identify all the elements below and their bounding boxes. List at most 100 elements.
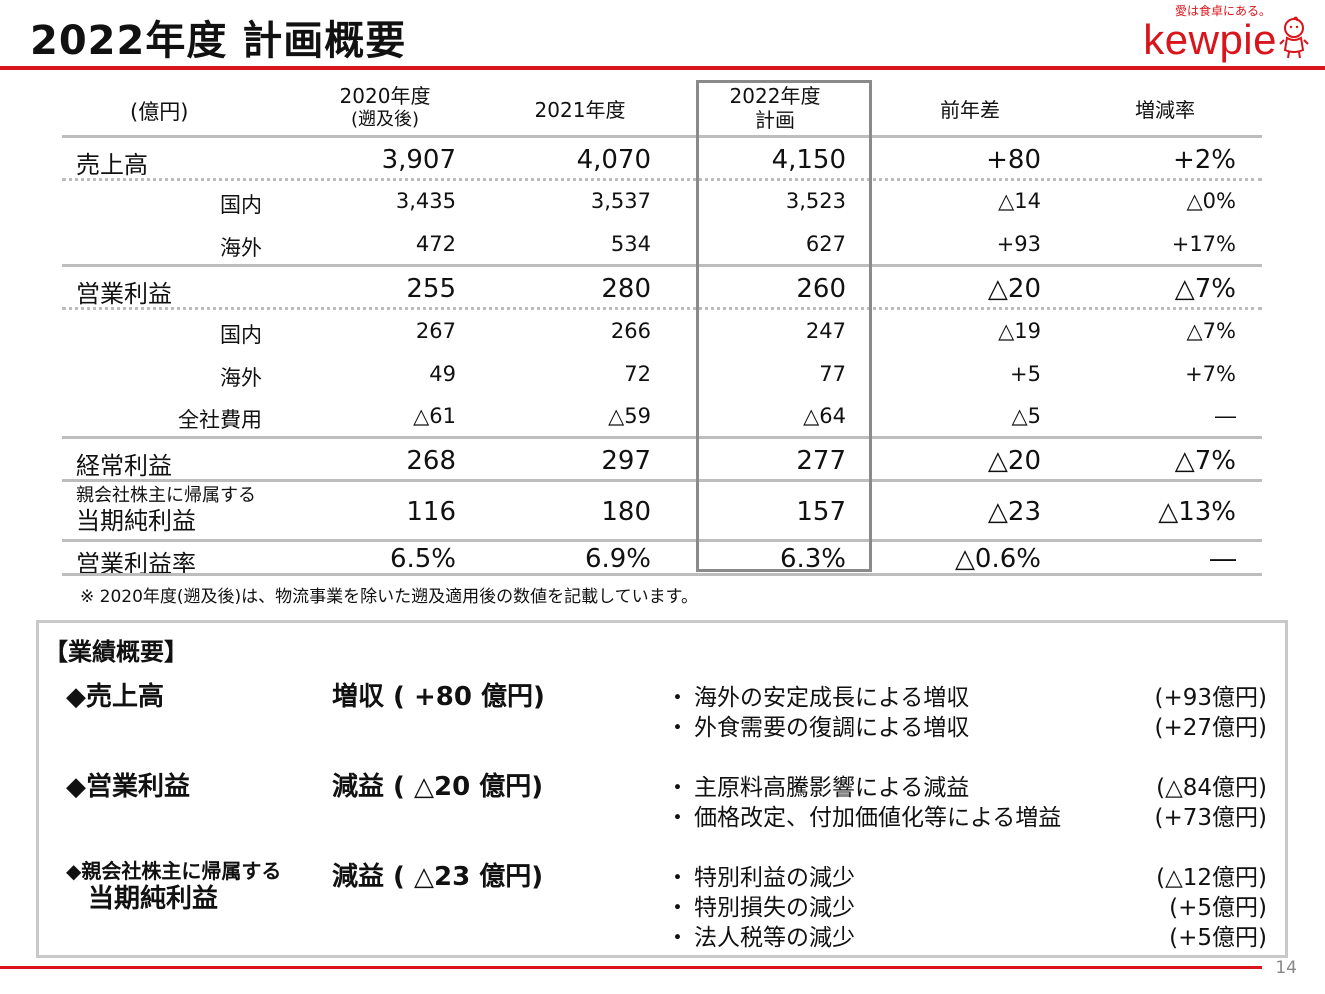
table-cell: 3,435 bbox=[395, 189, 456, 213]
table-cell: 6.9% bbox=[584, 544, 651, 574]
table-cell: 72 bbox=[624, 362, 651, 386]
summary-result-operating-profit: 減益 ( △20 億円) bbox=[332, 772, 544, 802]
table-cell: 268 bbox=[406, 446, 456, 476]
bottom-accent-rule bbox=[0, 966, 1262, 969]
list-item-amount: (△84億円) bbox=[1156, 775, 1267, 801]
list-item: ・法人税等の減少 bbox=[666, 925, 855, 951]
table-cell: 3,537 bbox=[590, 189, 651, 213]
table-cell: △64 bbox=[803, 404, 846, 428]
table-cell: △14 bbox=[998, 189, 1041, 213]
summary-item-net-income: ◆親会社株主に帰属する 当期純利益 bbox=[66, 859, 282, 914]
table-cell: 157 bbox=[796, 497, 846, 527]
table-cell: △20 bbox=[987, 274, 1041, 304]
table-cell: 267 bbox=[415, 319, 456, 343]
unit-label: (億円) bbox=[130, 100, 189, 124]
table-cell: 260 bbox=[796, 274, 846, 304]
col-header-yoy-diff: 前年差 bbox=[940, 98, 1000, 122]
table-rule bbox=[62, 135, 1262, 138]
table-rule bbox=[62, 436, 1262, 439]
list-item-amount: (+93億円) bbox=[1154, 685, 1267, 711]
table-rule bbox=[62, 539, 1262, 542]
table-cell: △61 bbox=[413, 404, 456, 428]
row-label-domestic: 国内 bbox=[220, 323, 262, 347]
list-item-amount: (+27億円) bbox=[1154, 715, 1267, 741]
page-number: 14 bbox=[1275, 958, 1297, 978]
summary-result-sales: 増収 ( +80 億円) bbox=[332, 682, 545, 712]
table-cell: △7% bbox=[1186, 319, 1236, 343]
summary-heading: 【業績概要】 bbox=[44, 638, 188, 666]
table-cell: △0% bbox=[1186, 189, 1236, 213]
table-cell: △23 bbox=[987, 497, 1041, 527]
table-cell: △7% bbox=[1174, 446, 1236, 476]
table-cell: +5 bbox=[1010, 362, 1041, 386]
row-label-net-income: 親会社株主に帰属する 当期純利益 bbox=[76, 485, 256, 535]
table-cell: +80 bbox=[986, 145, 1041, 175]
row-label-sales: 売上高 bbox=[76, 151, 148, 179]
table-cell: +7% bbox=[1185, 362, 1236, 386]
row-label-ordinary-profit: 経常利益 bbox=[76, 452, 172, 480]
table-cell: 534 bbox=[610, 232, 651, 256]
table-cell: 627 bbox=[805, 232, 846, 256]
col-header-2022-plan: 2022年度 計画 bbox=[729, 84, 821, 132]
table-cell: 297 bbox=[601, 446, 651, 476]
kewpie-doll-icon bbox=[1279, 16, 1309, 59]
table-cell: 247 bbox=[805, 319, 846, 343]
list-item-amount: (+5億円) bbox=[1169, 925, 1267, 951]
list-item: ・価格改定、付加価値化等による増益 bbox=[666, 805, 1062, 831]
plan-column-highlight bbox=[696, 80, 872, 572]
table-cell: 472 bbox=[415, 232, 456, 256]
row-label-corporate-expense: 全社費用 bbox=[178, 408, 262, 432]
table-cell: 280 bbox=[601, 274, 651, 304]
row-label-domestic: 国内 bbox=[220, 193, 262, 217]
summary-result-net-income: 減益 ( △23 億円) bbox=[332, 862, 544, 892]
list-item: ・特別損失の減少 bbox=[666, 895, 855, 921]
table-cell: +2% bbox=[1172, 145, 1236, 175]
list-item-amount: (△12億円) bbox=[1156, 865, 1267, 891]
table-cell: △13% bbox=[1158, 497, 1236, 527]
table-cell: 277 bbox=[796, 446, 846, 476]
table-cell: 77 bbox=[819, 362, 846, 386]
table-cell: ― bbox=[1210, 544, 1236, 574]
table-cell: ― bbox=[1215, 404, 1236, 428]
row-label-operating-profit: 営業利益 bbox=[76, 280, 172, 308]
table-cell: △19 bbox=[998, 319, 1041, 343]
table-cell: △5 bbox=[1011, 404, 1041, 428]
table-cell: 49 bbox=[429, 362, 456, 386]
table-cell: △59 bbox=[608, 404, 651, 428]
table-rule bbox=[62, 479, 1262, 482]
list-item: ・外食需要の復調による増収 bbox=[666, 715, 970, 741]
summary-item-sales: ◆売上高 bbox=[66, 682, 164, 712]
row-label-overseas: 海外 bbox=[220, 236, 262, 260]
table-rule bbox=[62, 264, 1262, 267]
table-cell: △7% bbox=[1174, 274, 1236, 304]
list-item: ・海外の安定成長による増収 bbox=[666, 685, 970, 711]
kewpie-logo: 愛は食卓にある。 kewpie bbox=[1121, 2, 1311, 66]
table-cell: +93 bbox=[996, 232, 1041, 256]
table-dotted-rule bbox=[62, 178, 1262, 181]
table-cell: 116 bbox=[406, 497, 456, 527]
table-rule bbox=[62, 573, 1262, 576]
col-header-2020: 2020年度 (遡及後) bbox=[339, 84, 431, 130]
table-footnote: ※ 2020年度(遡及後)は、物流事業を除いた遡及適用後の数値を記載しています。 bbox=[80, 587, 698, 607]
table-cell: 3,523 bbox=[785, 189, 846, 213]
table-cell: 255 bbox=[406, 274, 456, 304]
col-header-change-rate: 増減率 bbox=[1135, 98, 1195, 122]
table-cell: 4,150 bbox=[771, 145, 846, 175]
summary-box bbox=[36, 620, 1288, 958]
table-cell: 4,070 bbox=[576, 145, 651, 175]
list-item: ・主原料高騰影響による減益 bbox=[666, 775, 970, 801]
top-accent-rule bbox=[0, 66, 1325, 70]
table-dotted-rule bbox=[62, 307, 1262, 310]
list-item: ・特別利益の減少 bbox=[666, 865, 855, 891]
table-cell: 6.5% bbox=[389, 544, 456, 574]
logo-wordmark: kewpie bbox=[1143, 16, 1277, 63]
logo-tagline: 愛は食卓にある。 bbox=[1174, 4, 1271, 18]
table-cell: △20 bbox=[987, 446, 1041, 476]
row-label-overseas: 海外 bbox=[220, 366, 262, 390]
table-cell: 180 bbox=[601, 497, 651, 527]
table-cell: 266 bbox=[610, 319, 651, 343]
col-header-2021: 2021年度 bbox=[534, 98, 626, 122]
table-cell: 3,907 bbox=[381, 145, 456, 175]
summary-item-operating-profit: ◆営業利益 bbox=[66, 772, 190, 802]
table-cell: +17% bbox=[1171, 232, 1236, 256]
